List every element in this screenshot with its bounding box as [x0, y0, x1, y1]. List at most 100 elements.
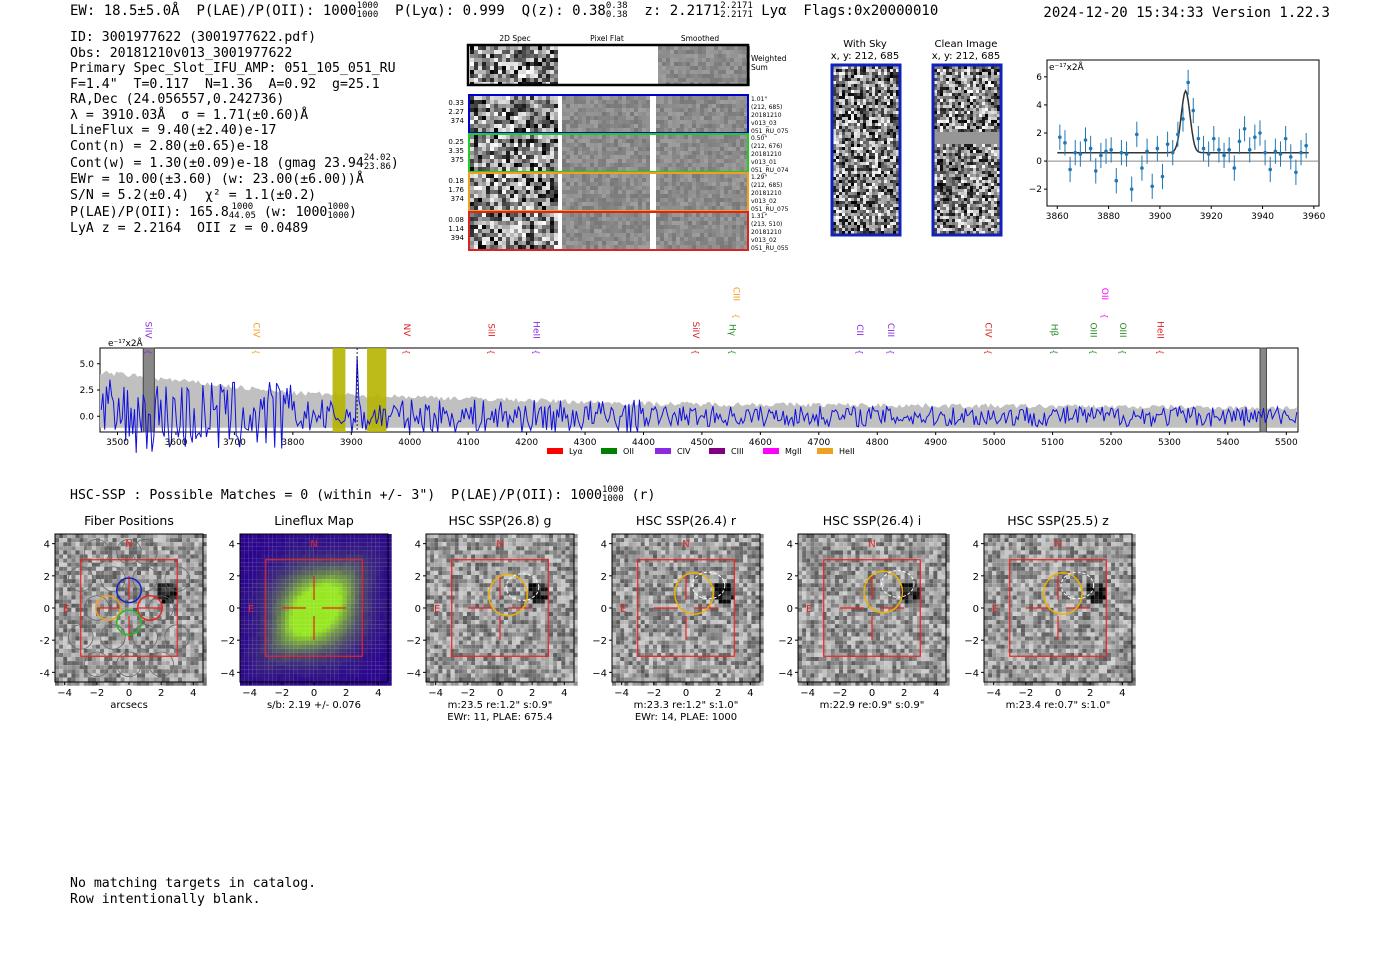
sky-pixel: [860, 123, 863, 126]
sky-pixel: [896, 135, 899, 138]
noise-pixel: [646, 147, 650, 151]
sky-pixel: [994, 105, 997, 108]
noise-pixel: [514, 213, 518, 217]
noise-pixel: [646, 167, 650, 171]
noise-pixel: [546, 58, 550, 62]
sky-pixel: [845, 162, 848, 165]
sky-pixel: [958, 159, 961, 162]
noise-pixel: [720, 241, 724, 245]
sky-pixel: [994, 81, 997, 84]
sky-pixel: [937, 87, 940, 90]
sky-pixel: [964, 165, 967, 168]
sky-pixel: [860, 138, 863, 141]
noise-pixel: [712, 135, 716, 139]
noise-pixel: [734, 54, 738, 58]
noise-pixel: [716, 155, 720, 159]
noise-pixel: [502, 178, 506, 182]
noise-pixel: [700, 186, 704, 190]
sky-pixel: [949, 90, 952, 93]
noise-pixel: [724, 182, 728, 186]
sky-pixel: [866, 99, 869, 102]
sky-pixel: [991, 87, 994, 90]
sky-pixel: [878, 177, 881, 180]
noise-pixel: [630, 186, 634, 190]
noise-pixel: [716, 100, 720, 104]
sky-pixel: [878, 108, 881, 111]
noise-pixel: [684, 241, 688, 245]
sky-pixel: [940, 150, 943, 153]
noise-pixel: [692, 108, 696, 112]
sky-pixel: [884, 135, 887, 138]
noise-pixel: [688, 225, 692, 229]
noise-pixel: [676, 139, 680, 143]
noise-pixel: [672, 174, 676, 178]
noise-pixel: [724, 128, 728, 132]
sky-pixel: [866, 192, 869, 195]
sky-pixel: [976, 93, 979, 96]
noise-pixel: [554, 58, 558, 62]
noise-pixel: [510, 147, 514, 151]
noise-pixel: [486, 112, 490, 116]
noise-pixel: [574, 159, 578, 163]
sky-pixel: [943, 141, 946, 144]
sky-pixel: [851, 228, 854, 231]
noise-pixel: [626, 194, 630, 198]
sky-pixel: [955, 90, 958, 93]
noise-pixel: [486, 194, 490, 198]
noise-pixel: [724, 194, 728, 198]
sky-pixel: [967, 78, 970, 81]
noise-pixel: [630, 100, 634, 104]
noise-pixel: [646, 104, 650, 108]
sky-pixel: [863, 120, 866, 123]
noise-pixel: [732, 128, 736, 132]
noise-pixel: [542, 74, 546, 78]
sky-pixel: [842, 156, 845, 159]
sky-pixel: [863, 75, 866, 78]
noise-pixel: [578, 135, 582, 139]
sky-pixel: [872, 189, 875, 192]
noise-pixel: [542, 96, 546, 100]
row-meta: (213, 510): [751, 221, 782, 228]
noise-pixel: [630, 120, 634, 124]
noise-pixel: [594, 190, 598, 194]
sky-pixel: [872, 105, 875, 108]
row-sn: 1.76: [448, 186, 464, 194]
noise-pixel: [522, 66, 526, 70]
noise-pixel: [622, 124, 626, 128]
noise-pixel: [602, 147, 606, 151]
noise-pixel: [656, 143, 660, 147]
noise-pixel: [562, 159, 566, 163]
noise-pixel: [710, 74, 714, 78]
sky-pixel: [976, 126, 979, 129]
sky-pixel: [949, 120, 952, 123]
sky-pixel: [875, 120, 878, 123]
sky-pixel: [839, 126, 842, 129]
sky-pixel: [988, 87, 991, 90]
noise-pixel: [494, 108, 498, 112]
noise-pixel: [562, 229, 566, 233]
noise-pixel: [470, 229, 474, 233]
sky-pixel: [949, 117, 952, 120]
noise-pixel: [664, 104, 668, 108]
sky-pixel: [857, 222, 860, 225]
noise-pixel: [622, 241, 626, 245]
sky-pixel: [881, 69, 884, 72]
sky-pixel: [869, 180, 872, 183]
noise-pixel: [726, 58, 730, 62]
noise-pixel: [674, 74, 678, 78]
noise-pixel: [724, 217, 728, 221]
sky-pixel: [955, 171, 958, 174]
noise-pixel: [704, 229, 708, 233]
sky-pixel: [991, 81, 994, 84]
noise-pixel: [692, 167, 696, 171]
sky-pixel: [884, 72, 887, 75]
noise-pixel: [646, 112, 650, 116]
noise-pixel: [716, 128, 720, 132]
sky-pixel: [991, 99, 994, 102]
sky-pixel: [982, 102, 985, 105]
sky-pixel: [994, 162, 997, 165]
noise-pixel: [736, 237, 740, 241]
noise-pixel: [656, 241, 660, 245]
noise-pixel: [720, 128, 724, 132]
noise-pixel: [490, 128, 494, 132]
